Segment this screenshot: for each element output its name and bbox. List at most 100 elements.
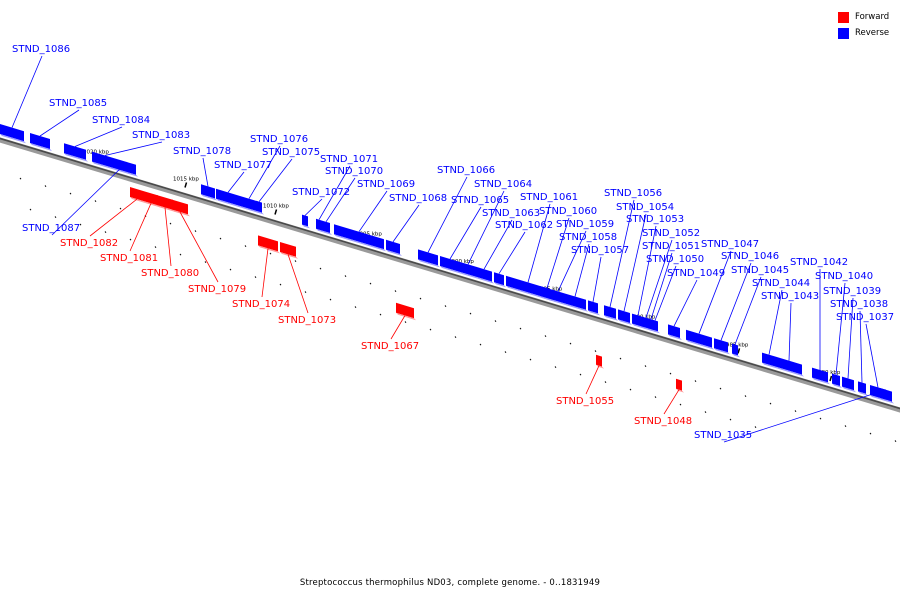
gene-shadow <box>776 366 804 377</box>
gene-stnd_1035[interactable]: STND_1035 <box>694 388 894 443</box>
gene-shadow <box>732 353 740 358</box>
gene-stnd_1056[interactable]: STND_1056 <box>604 188 662 321</box>
gene-stnd_1044[interactable]: STND_1044 <box>752 278 810 369</box>
gene-body <box>476 266 492 282</box>
gene-stnd_1069[interactable]: STND_1069 <box>334 179 415 252</box>
scale-dot <box>694 380 697 383</box>
gene-stnd_1078[interactable]: STND_1078 <box>173 146 231 201</box>
gene-stnd_1050[interactable]: STND_1050 <box>646 254 704 334</box>
scale-dot <box>569 342 572 345</box>
gene-stnd_1073[interactable]: STND_1073 <box>278 242 336 326</box>
gene-leader-line <box>258 158 293 202</box>
gene-leader-line <box>427 176 468 253</box>
gene-stnd_1086[interactable]: STND_1086 <box>0 44 70 144</box>
gene-shadow <box>714 348 730 355</box>
scale-dot <box>579 373 582 376</box>
gene-stnd_1048[interactable]: STND_1048 <box>634 378 692 427</box>
gene-label: STND_1069 <box>357 179 415 190</box>
scale-dot <box>79 223 82 226</box>
gene-label: STND_1063 <box>482 208 540 219</box>
scale-dot <box>354 306 357 309</box>
kbp-tick-label: 1020 kbp <box>83 150 109 156</box>
gene-stnd_1046[interactable]: STND_1046 <box>714 251 779 355</box>
gene-stnd_1081[interactable]: STND_1081 <box>100 191 160 264</box>
kbp-tick-label: 1005 kbp <box>356 231 382 237</box>
gene-stnd_1053[interactable]: STND_1053 <box>626 214 684 330</box>
gene-body <box>540 286 554 301</box>
gene-body <box>832 373 840 386</box>
gene-stnd_1062[interactable]: STND_1062 <box>494 220 553 288</box>
gene-leader-line <box>304 198 323 216</box>
gene-body <box>858 381 866 394</box>
gene-body <box>440 256 460 272</box>
gene-shadow <box>842 386 856 393</box>
scale-dot <box>454 336 457 339</box>
gene-stnd_1084[interactable]: STND_1084 <box>64 115 150 162</box>
gene-label: STND_1064 <box>474 179 532 190</box>
gene-label: STND_1074 <box>232 299 290 310</box>
gene-stnd_1058[interactable]: STND_1058 <box>559 232 617 312</box>
gene-stnd_1087[interactable]: STND_1087 <box>22 159 138 236</box>
gene-stnd_1071[interactable]: STND_1071 <box>316 154 378 233</box>
scale-dot <box>554 366 557 369</box>
gene-shadow <box>460 272 478 279</box>
gene-stnd_1070[interactable]: STND_1070 <box>322 166 383 235</box>
gene-stnd_1067[interactable]: STND_1067 <box>361 302 419 352</box>
gene-stnd_1060[interactable]: STND_1060 <box>539 206 597 303</box>
gene-shadow <box>258 245 280 254</box>
gene-label: STND_1083 <box>132 130 190 141</box>
gene-stnd_1047[interactable]: STND_1047 <box>686 239 759 350</box>
gene-stnd_1045[interactable]: STND_1045 <box>731 265 789 358</box>
gene-shadow <box>494 282 506 288</box>
gene-stnd_1059[interactable]: STND_1059 <box>552 219 614 306</box>
gene-shadow <box>604 315 618 321</box>
gene-stnd_1057[interactable]: STND_1057 <box>571 245 629 316</box>
gene-stnd_1063[interactable]: STND_1063 <box>476 208 540 284</box>
gene-stnd_1075[interactable]: STND_1075 <box>256 147 320 215</box>
gene-label: STND_1057 <box>571 245 629 256</box>
scale-dot <box>54 216 57 219</box>
gene-stnd_1061[interactable]: STND_1061 <box>506 192 578 301</box>
gene-shadow <box>386 249 402 256</box>
gene-stnd_1064[interactable]: STND_1064 <box>460 179 532 279</box>
gene-leader-line <box>248 145 281 199</box>
gene-stnd_1054[interactable]: STND_1054 <box>616 202 674 325</box>
gene-label: STND_1080 <box>141 268 199 279</box>
gene-stnd_1066[interactable]: STND_1066 <box>418 165 495 268</box>
gene-shadow <box>632 323 646 330</box>
gene-stnd_1083[interactable]: STND_1083 <box>92 130 190 172</box>
gene-leader-line <box>768 289 783 355</box>
gene-stnd_1077[interactable]: STND_1077 <box>214 160 272 208</box>
gene-stnd_1038[interactable]: STND_1038 <box>830 299 888 396</box>
gene-shadow <box>118 169 138 177</box>
scale-dot <box>629 388 632 391</box>
scale-dot <box>319 267 322 270</box>
gene-label: STND_1075 <box>262 147 320 158</box>
gene-label: STND_1079 <box>188 284 246 295</box>
gene-stnd_1043[interactable]: STND_1043 <box>761 291 819 377</box>
gene-leader-line <box>585 365 600 395</box>
gene-stnd_1080[interactable]: STND_1080 <box>141 195 199 279</box>
gene-stnd_1076[interactable]: STND_1076 <box>240 134 308 214</box>
gene-body <box>812 367 828 383</box>
gene-stnd_1082[interactable]: STND_1082 <box>60 187 146 249</box>
gene-stnd_1072[interactable]: STND_1072 <box>292 187 350 229</box>
gene-stnd_1085[interactable]: STND_1085 <box>30 98 107 151</box>
gene-stnd_1049[interactable]: STND_1049 <box>667 268 725 340</box>
gene-stnd_1039[interactable]: STND_1039 <box>823 286 881 393</box>
gene-stnd_1055[interactable]: STND_1055 <box>556 354 614 407</box>
gene-stnd_1065[interactable]: STND_1065 <box>440 195 509 274</box>
gene-shadow <box>418 259 440 268</box>
gene-label: STND_1073 <box>278 315 336 326</box>
gene-shadow <box>596 364 604 369</box>
gene-stnd_1042[interactable]: STND_1042 <box>790 257 848 385</box>
gene-label: STND_1072 <box>292 187 350 198</box>
gene-stnd_1079[interactable]: STND_1079 <box>172 199 246 295</box>
scale-dot <box>754 426 757 429</box>
gene-stnd_1074[interactable]: STND_1074 <box>232 235 290 310</box>
scale-dot <box>519 327 522 330</box>
gene-leader-line <box>859 310 863 383</box>
gene-stnd_1040[interactable]: STND_1040 <box>815 271 873 388</box>
gene-label: STND_1086 <box>12 44 70 55</box>
gene-stnd_1068[interactable]: STND_1068 <box>386 193 447 256</box>
